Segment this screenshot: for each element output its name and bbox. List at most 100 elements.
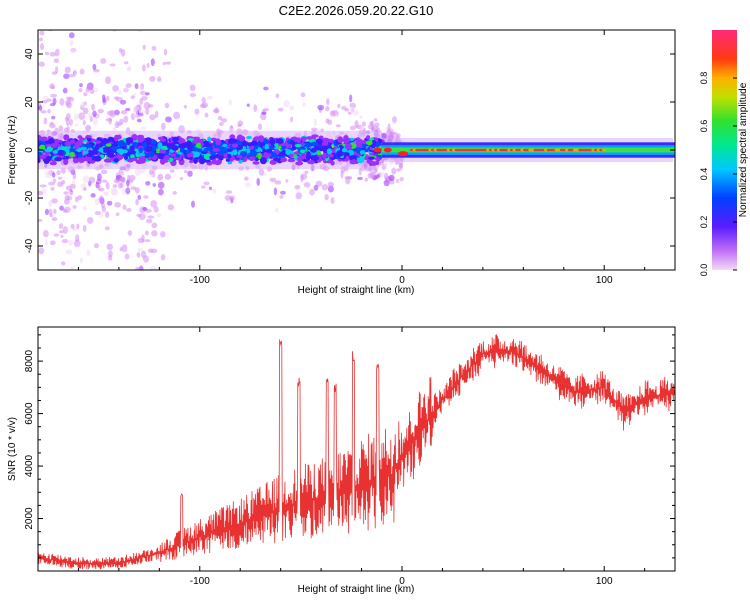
spectrogram-noise-blob — [145, 180, 151, 186]
spectrogram-noise-blob — [79, 83, 83, 88]
spectrogram-noise-blob — [60, 234, 64, 238]
spectrogram-noise-blob — [68, 32, 75, 39]
spectrogram-band-blob — [364, 155, 370, 161]
spectrogram-noise-blob — [47, 109, 51, 114]
spectrogram-noise-blob — [163, 48, 168, 56]
spectrogram-ytick-label: -20 — [24, 190, 35, 205]
spectrogram-noise-blob — [229, 195, 236, 201]
spectrogram-noise-blob — [78, 88, 83, 93]
spectrogram-band-blob — [142, 141, 147, 149]
spectrogram-band-blob — [322, 152, 327, 160]
spectrogram-band-blob — [310, 148, 317, 153]
spectrogram-noise-blob — [119, 247, 123, 252]
spectrogram-band-blob — [192, 151, 201, 158]
spectrogram-band-blob — [79, 146, 87, 151]
spectrogram-noise-blob — [48, 199, 53, 208]
spectrogram-band-blob — [38, 157, 41, 164]
spectrogram-noise-blob — [364, 177, 369, 182]
spectrogram-noise-blob — [115, 280, 121, 285]
spectrogram-band-blob — [159, 158, 166, 165]
spectrogram-band-blob — [321, 140, 329, 146]
spectrogram-band-blob — [125, 137, 134, 144]
spectrogram-band-blob — [272, 157, 281, 162]
spectrogram-band-blob — [279, 145, 287, 150]
spectrogram-noise-blob — [73, 239, 81, 248]
spectrogram-noise-blob — [98, 195, 104, 204]
spectrogram-noise-blob — [50, 93, 58, 98]
spectrogram-noise-blob — [134, 83, 139, 90]
spectrogram-noise-blob — [360, 124, 364, 132]
colorbar-ticks: 0.0 0.2 0.4 0.6 0.8 — [699, 72, 737, 276]
snr-ytick-label: 2000 — [24, 507, 35, 530]
spectrogram-noise-blob — [273, 187, 278, 196]
spectrogram-ytick-label: 40 — [24, 48, 35, 60]
spectrogram-noise-blob — [277, 107, 284, 112]
spectrogram-noise-blob — [44, 208, 49, 216]
spectrogram-band-blob — [368, 156, 375, 160]
spectrogram-noise-blob — [373, 118, 378, 122]
spectrogram-noise-blob — [258, 168, 265, 176]
spectrogram-noise-blob — [191, 200, 195, 208]
spectrogram-band-blob — [132, 141, 138, 147]
spectrogram-noise-blob — [52, 275, 59, 279]
spectrogram-core-peak — [373, 147, 382, 153]
spectrogram-xtick-label: -100 — [190, 275, 210, 286]
spectrogram-noise-blob — [82, 206, 88, 211]
spectrogram-noise-blob — [137, 118, 142, 123]
spectrogram-noise-blob — [361, 121, 366, 127]
spectrogram-band-blob — [296, 137, 302, 144]
spectrogram-noise-blob — [56, 170, 61, 176]
snr-xtick-label: -100 — [190, 576, 210, 587]
spectrogram-band-blob — [63, 158, 69, 166]
spectrogram-noise-blob — [300, 92, 306, 98]
spectrogram-band-blob — [57, 149, 64, 156]
spectrogram-noise-blob — [311, 127, 318, 131]
spectrogram-noise-blob — [154, 110, 159, 119]
spectrogram-band-blob — [79, 137, 86, 141]
spectrogram-noise-blob — [256, 177, 260, 186]
spectrogram-noise-blob — [388, 174, 395, 182]
spectrogram-band-blob — [63, 134, 70, 141]
spectrogram-noise-blob — [187, 170, 193, 177]
spectrogram-band-blob — [264, 153, 272, 158]
spectrogram-noise-blob — [82, 175, 90, 183]
spectrogram-noise-blob — [359, 115, 363, 119]
spectrogram-band-blob — [316, 154, 324, 162]
spectrogram-band-blob — [207, 136, 212, 142]
spectrogram-noise-blob — [122, 204, 127, 210]
spectrogram-noise-blob — [55, 48, 60, 57]
spectrogram-noise-blob — [269, 177, 277, 183]
spectrogram-noise-blob — [167, 204, 175, 211]
spectrogram-noise-blob — [98, 187, 105, 192]
spectrogram-noise-blob — [39, 43, 45, 51]
spectrogram-xlabel: Height of straight line (km) — [298, 285, 415, 296]
spectrogram-noise-blob — [142, 44, 146, 50]
spectrogram-noise-blob — [49, 51, 57, 57]
snr-frame — [37, 326, 676, 572]
spectrogram-band-blob — [130, 154, 135, 159]
spectrogram-noise-blob — [106, 95, 110, 101]
spectrogram-noise-blob — [189, 92, 197, 98]
spectrogram-noise-blob — [45, 170, 52, 179]
spectrogram-xtick-label: 0 — [399, 275, 405, 286]
spectrogram-band-blob — [169, 153, 177, 157]
spectrogram-noise-blob — [42, 229, 49, 238]
snr-panel: -100 0 100 2000 4000 6000 8000 Height of strai… — [7, 326, 676, 595]
spectrogram-noise-blob — [65, 24, 72, 30]
spectrogram-noise-blob — [144, 230, 149, 236]
spectrogram-noise-blob — [354, 120, 359, 128]
spectrogram-noise-blob — [127, 230, 133, 236]
spectrogram-noise-blob — [92, 118, 99, 126]
spectrogram-noise-blob — [172, 191, 177, 195]
spectrogram-noise-blob — [399, 177, 404, 182]
colorbar-tick-label: 0.2 — [699, 216, 709, 229]
spectrogram-noise-blob — [220, 118, 228, 123]
spectrogram-noise-blob — [341, 106, 347, 110]
spectrogram-band-blob — [227, 161, 233, 165]
spectrogram-noise-blob — [144, 26, 148, 30]
spectrogram-noise-blob — [302, 102, 307, 107]
spectrogram-noise-blob — [101, 179, 108, 183]
spectrogram-noise-blob — [309, 189, 315, 196]
spectrogram-band-blob — [132, 134, 138, 141]
